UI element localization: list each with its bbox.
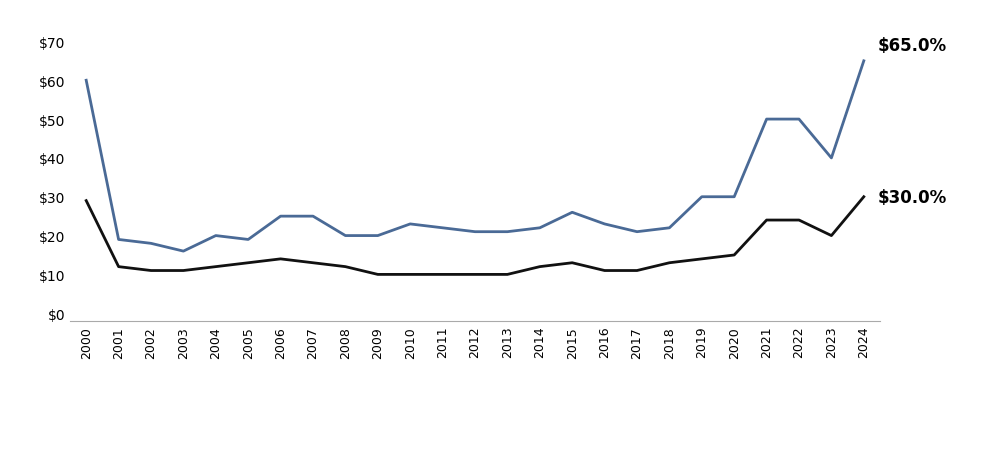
Line: With CVC involvement: With CVC involvement [86,62,864,252]
With CVC involvement [631,230,643,235]
Without CVC involvement [501,272,513,278]
With CVC involvement [599,222,611,227]
With CVC involvement [663,225,675,231]
Without CVC involvement [307,260,319,266]
Line: Without CVC involvement: Without CVC involvement [86,197,864,275]
With CVC involvement [696,195,708,200]
With CVC involvement [501,230,513,235]
With CVC involvement [825,156,837,161]
Without CVC involvement [825,233,837,239]
With CVC involvement [566,210,578,216]
Without CVC involvement [761,218,773,224]
With CVC involvement [761,117,773,123]
Without CVC involvement [113,264,125,270]
With CVC involvement [793,117,805,123]
Without CVC involvement [469,272,481,278]
Without CVC involvement [663,260,675,266]
Without CVC involvement [599,268,611,274]
With CVC involvement [339,233,351,239]
Without CVC involvement [793,218,805,224]
Without CVC involvement [404,272,416,278]
Without CVC involvement [242,260,254,266]
Without CVC involvement [339,264,351,270]
Without CVC involvement [858,195,870,200]
With CVC involvement [307,214,319,219]
Without CVC involvement [631,268,643,274]
Without CVC involvement [210,264,222,270]
With CVC involvement [177,249,189,254]
With CVC involvement [469,230,481,235]
Without CVC involvement [275,257,287,262]
Text: $30.0%: $30.0% [878,189,947,207]
Without CVC involvement [145,268,157,274]
Without CVC involvement [80,198,92,204]
Without CVC involvement [696,257,708,262]
With CVC involvement [145,241,157,246]
With CVC involvement [728,195,740,200]
Without CVC involvement [728,252,740,258]
Without CVC involvement [437,272,449,278]
With CVC involvement [275,214,287,219]
Without CVC involvement [534,264,546,270]
With CVC involvement [534,225,546,231]
With CVC involvement [858,59,870,64]
Without CVC involvement [566,260,578,266]
Without CVC involvement [372,272,384,278]
Without CVC involvement [177,268,189,274]
With CVC involvement [372,233,384,239]
With CVC involvement [404,222,416,227]
Text: $65.0%: $65.0% [878,37,947,55]
With CVC involvement [437,225,449,231]
With CVC involvement [80,78,92,84]
With CVC involvement [113,237,125,243]
With CVC involvement [210,233,222,239]
With CVC involvement [242,237,254,243]
